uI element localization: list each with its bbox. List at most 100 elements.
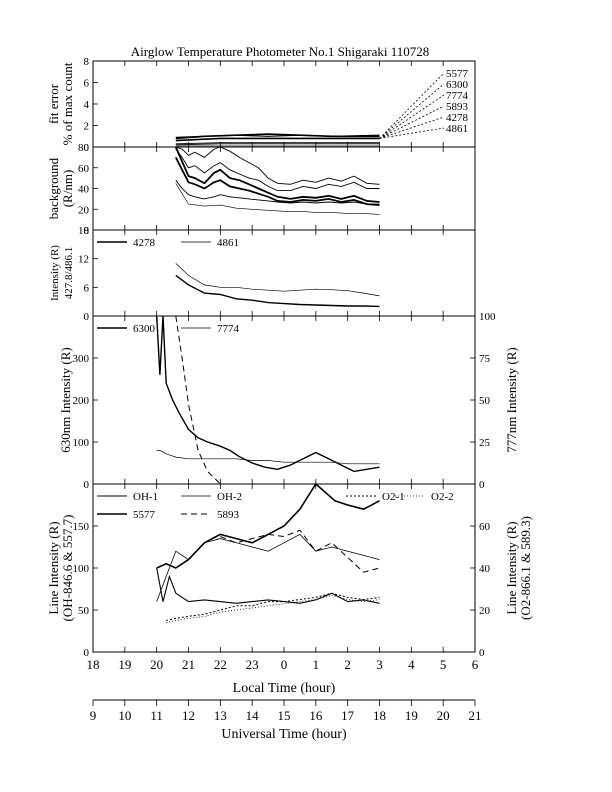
y-tick-label: 0 — [84, 479, 90, 491]
y-tick-label-right: 75 — [479, 353, 491, 365]
y-tick-label: 60 — [78, 163, 90, 175]
legend-leader — [379, 105, 445, 139]
x-tick-label-local: 19 — [118, 657, 131, 672]
series-5893 — [220, 529, 380, 573]
y-tick-label-right: 0 — [479, 479, 485, 491]
legend-label-5893: 5893 — [217, 509, 240, 521]
y-label-2: (R/nm) — [60, 170, 75, 208]
y-tick-label: 40 — [78, 184, 90, 196]
y-label: Intensity (R) — [49, 245, 61, 301]
legend-label-4278: 4278 — [446, 112, 469, 124]
legend-label-7774: 7774 — [446, 90, 469, 102]
x-tick-label-ut: 16 — [309, 708, 323, 723]
legend-label-4861: 4861 — [446, 123, 468, 135]
y-label-2: % of max count — [60, 62, 75, 145]
y-label: 630nm Intensity (R) — [58, 347, 73, 452]
x-tick-label-local: 0 — [281, 657, 288, 672]
legend-label-7774: 7774 — [217, 323, 240, 335]
y-tick-label: 50 — [78, 605, 90, 617]
y-tick-label: 0 — [84, 311, 90, 323]
legend-label-6300: 6300 — [446, 79, 469, 91]
series-line-0 — [175, 146, 380, 185]
x-tick-label-ut: 9 — [90, 708, 97, 723]
series-5893 — [175, 142, 380, 145]
y-tick-label: 4 — [84, 99, 90, 111]
x-tick-label-local: 22 — [214, 657, 227, 672]
chart-title: Airglow Temperature Photometer No.1 Shig… — [131, 44, 430, 59]
series-line-5 — [175, 183, 380, 215]
series-7774 — [156, 450, 380, 465]
y-label: Line Intensity (R) — [46, 521, 61, 614]
series-5577 — [156, 482, 380, 569]
y-tick-label: 6 — [84, 282, 90, 294]
x-tick-label-ut: 20 — [437, 708, 450, 723]
y-label: fit error — [46, 83, 61, 124]
legend-label-5577: 5577 — [446, 68, 469, 80]
x-tick-label-local: 1 — [313, 657, 320, 672]
x-tick-label-ut: 19 — [405, 708, 418, 723]
y-label-right-2: (O2-866.1 & 589.3) — [518, 516, 533, 620]
x-tick-label-local: 21 — [182, 657, 195, 672]
series-line-1 — [175, 148, 380, 192]
series-O2-1 — [166, 592, 380, 621]
legend-label-5577: 5577 — [133, 509, 156, 521]
x-tick-label-local: 23 — [246, 657, 259, 672]
x-label-ut: Universal Time (hour) — [221, 727, 347, 742]
y-label-right: Line Intensity (R) — [504, 521, 519, 614]
y-label-2: 427.8/486.1 — [63, 247, 75, 300]
series-O2-2 — [166, 594, 380, 623]
series-line-4 — [175, 179, 380, 205]
y-label-right: 777nm Intensity (R) — [504, 347, 519, 452]
series-line-2 — [174, 146, 380, 203]
y-tick-label-right: 0 — [479, 647, 485, 659]
y-tick-label: 200 — [73, 395, 90, 407]
legend-label-OH-2: OH-2 — [217, 491, 242, 503]
x-tick-label-ut: 17 — [341, 708, 355, 723]
legend-label-5893: 5893 — [446, 101, 469, 113]
legend-leader — [379, 94, 445, 139]
y-tick-label: 2 — [84, 121, 90, 133]
panel-frame — [92, 315, 476, 485]
x-label-local: Local Time (hour) — [233, 681, 336, 696]
y-tick-label: 100 — [73, 563, 90, 575]
y-tick-label: 0 — [84, 225, 90, 237]
series-7774 — [175, 143, 380, 146]
x-tick-label-ut: 18 — [373, 708, 386, 723]
y-tick-label: 12 — [78, 254, 89, 266]
series-4278 — [175, 134, 380, 138]
panel-blue-lines: 0 6 12 18 Intensity (R) 427.8/486.1 4278 4861 — [49, 225, 476, 323]
legend-label-O2-1: O2-1 — [382, 491, 405, 503]
y-tick-label: 18 — [78, 225, 90, 237]
y-tick-label: 300 — [73, 353, 90, 365]
legend-label-OH-1: OH-1 — [133, 491, 158, 503]
panel-fit-error: 0 2 4 6 8 fit error% of max count 557763007774… — [46, 56, 476, 154]
x-tick-label-ut: 11 — [150, 708, 163, 723]
x-tick-label-ut: 21 — [469, 708, 482, 723]
series-4861 — [175, 263, 380, 297]
x-tick-label-ut: 14 — [246, 708, 260, 723]
y-tick-label-right: 60 — [479, 521, 491, 533]
series-5577 — [175, 137, 380, 142]
y-tick-label: 100 — [73, 437, 90, 449]
y-label: background — [46, 157, 61, 219]
y-tick-label: 8 — [84, 56, 90, 68]
y-tick-label-right: 40 — [479, 563, 491, 575]
y-tick-label: 150 — [73, 521, 90, 533]
x-tick-label-ut: 13 — [214, 708, 227, 723]
x-tick-label-ut: 10 — [118, 708, 131, 723]
y-tick-label: 6 — [84, 78, 90, 90]
legend-label-O2-2: O2-2 — [431, 491, 454, 503]
y-tick-label-right: 25 — [479, 437, 491, 449]
y-label-2: (OH-846.6 & 557.7) — [60, 515, 75, 622]
x-tick-label-local: 6 — [472, 657, 479, 672]
series-OH-2 — [156, 533, 380, 602]
x-tick-label-ut: 12 — [182, 708, 195, 723]
x-tick-label-local: 2 — [344, 657, 351, 672]
x-tick-label-local: 4 — [408, 657, 415, 672]
legend-leader — [379, 127, 445, 139]
y-tick-label: 20 — [78, 204, 90, 216]
